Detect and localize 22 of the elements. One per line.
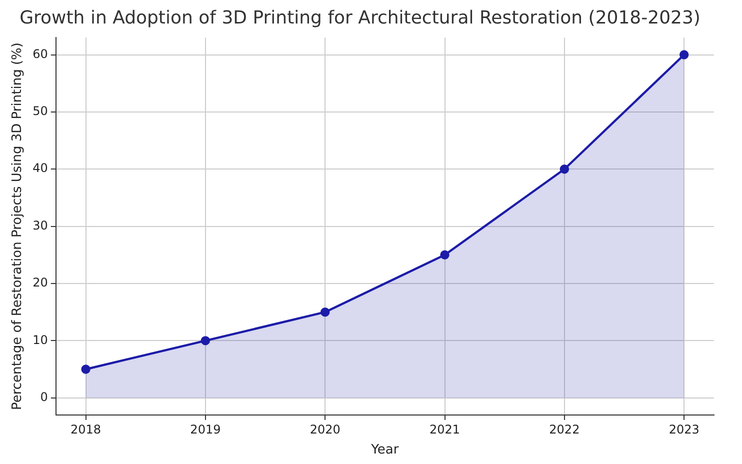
x-tick-label: 2022 [549, 422, 580, 436]
y-tick-label: 40 [32, 161, 48, 176]
y-axis-title: Percentage of Restoration Projects Using 3D Printing (%) [10, 42, 26, 410]
y-tick-label: 0 [40, 390, 48, 404]
y-tick-label: 50 [32, 104, 48, 118]
x-tick-label: 2019 [190, 422, 221, 436]
y-tick-label: 60 [32, 46, 48, 61]
point [560, 164, 570, 174]
x-tick-label: 2018 [70, 422, 102, 436]
point [200, 336, 210, 346]
point [320, 307, 330, 317]
chart-title: Growth in Adoption of 3D Printing for Architectural Restoration (2018-2023) [20, 7, 700, 28]
x-tick-label: 2020 [310, 422, 340, 436]
y-tick-label: 30 [32, 218, 48, 232]
x-tick-label: 2023 [668, 422, 700, 436]
x-axis-title: Year [370, 442, 400, 458]
x-tick-label: 2021 [429, 422, 460, 436]
point [440, 250, 450, 260]
point [679, 50, 689, 60]
y-tick-label: 10 [32, 332, 48, 347]
y-tick-label: 20 [32, 276, 48, 290]
point [81, 364, 90, 374]
